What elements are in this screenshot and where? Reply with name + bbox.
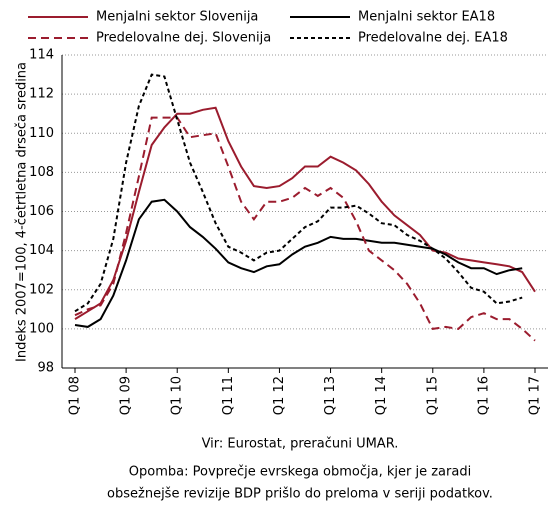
y-tick-label: 112 [29, 87, 54, 102]
y-tick-label: 104 [29, 243, 54, 258]
x-tick-label: Q1 15 [425, 376, 440, 415]
y-tick-label: 102 [29, 282, 54, 297]
x-tick-label: Q1 12 [272, 376, 287, 415]
x-tick-label: Q1 11 [221, 376, 236, 415]
x-tick-label: Q1 14 [374, 376, 389, 415]
x-tick-label: Q1 08 [68, 376, 83, 415]
y-axis-label: Indeks 2007=100, 4-četrtletna drseča sre… [15, 62, 30, 362]
legend-label: Menjalni sektor EA18 [358, 10, 495, 25]
x-tick-label: Q1 16 [476, 376, 491, 415]
y-tick-label: 106 [29, 204, 54, 219]
series-line [74, 73, 523, 313]
note: Opomba: Povprečje evrskega območja, kjer… [129, 465, 471, 480]
x-tick-label: Q1 17 [528, 376, 543, 415]
series-line [74, 106, 536, 320]
x-tick-label: Q1 09 [119, 376, 134, 415]
series-line [74, 198, 523, 328]
y-tick-label: 98 [37, 361, 54, 376]
source-note: Vir: Eurostat, preračuni UMAR. [202, 437, 399, 452]
x-tick-label: Q1 13 [323, 376, 338, 415]
y-tick-label: 100 [29, 321, 54, 336]
y-tick-label: 114 [29, 48, 54, 63]
legend-label: Menjalni sektor Slovenija [96, 10, 258, 25]
legend-label: Predelovalne dej. EA18 [358, 31, 508, 46]
series-line [74, 116, 536, 342]
legend-label: Predelovalne dej. Slovenija [96, 31, 271, 46]
y-tick-label: 110 [29, 126, 54, 141]
x-tick-label: Q1 10 [170, 376, 185, 415]
note: obsežnejše revizije BDP prišlo do prelom… [107, 487, 493, 502]
y-tick-label: 108 [29, 165, 54, 180]
